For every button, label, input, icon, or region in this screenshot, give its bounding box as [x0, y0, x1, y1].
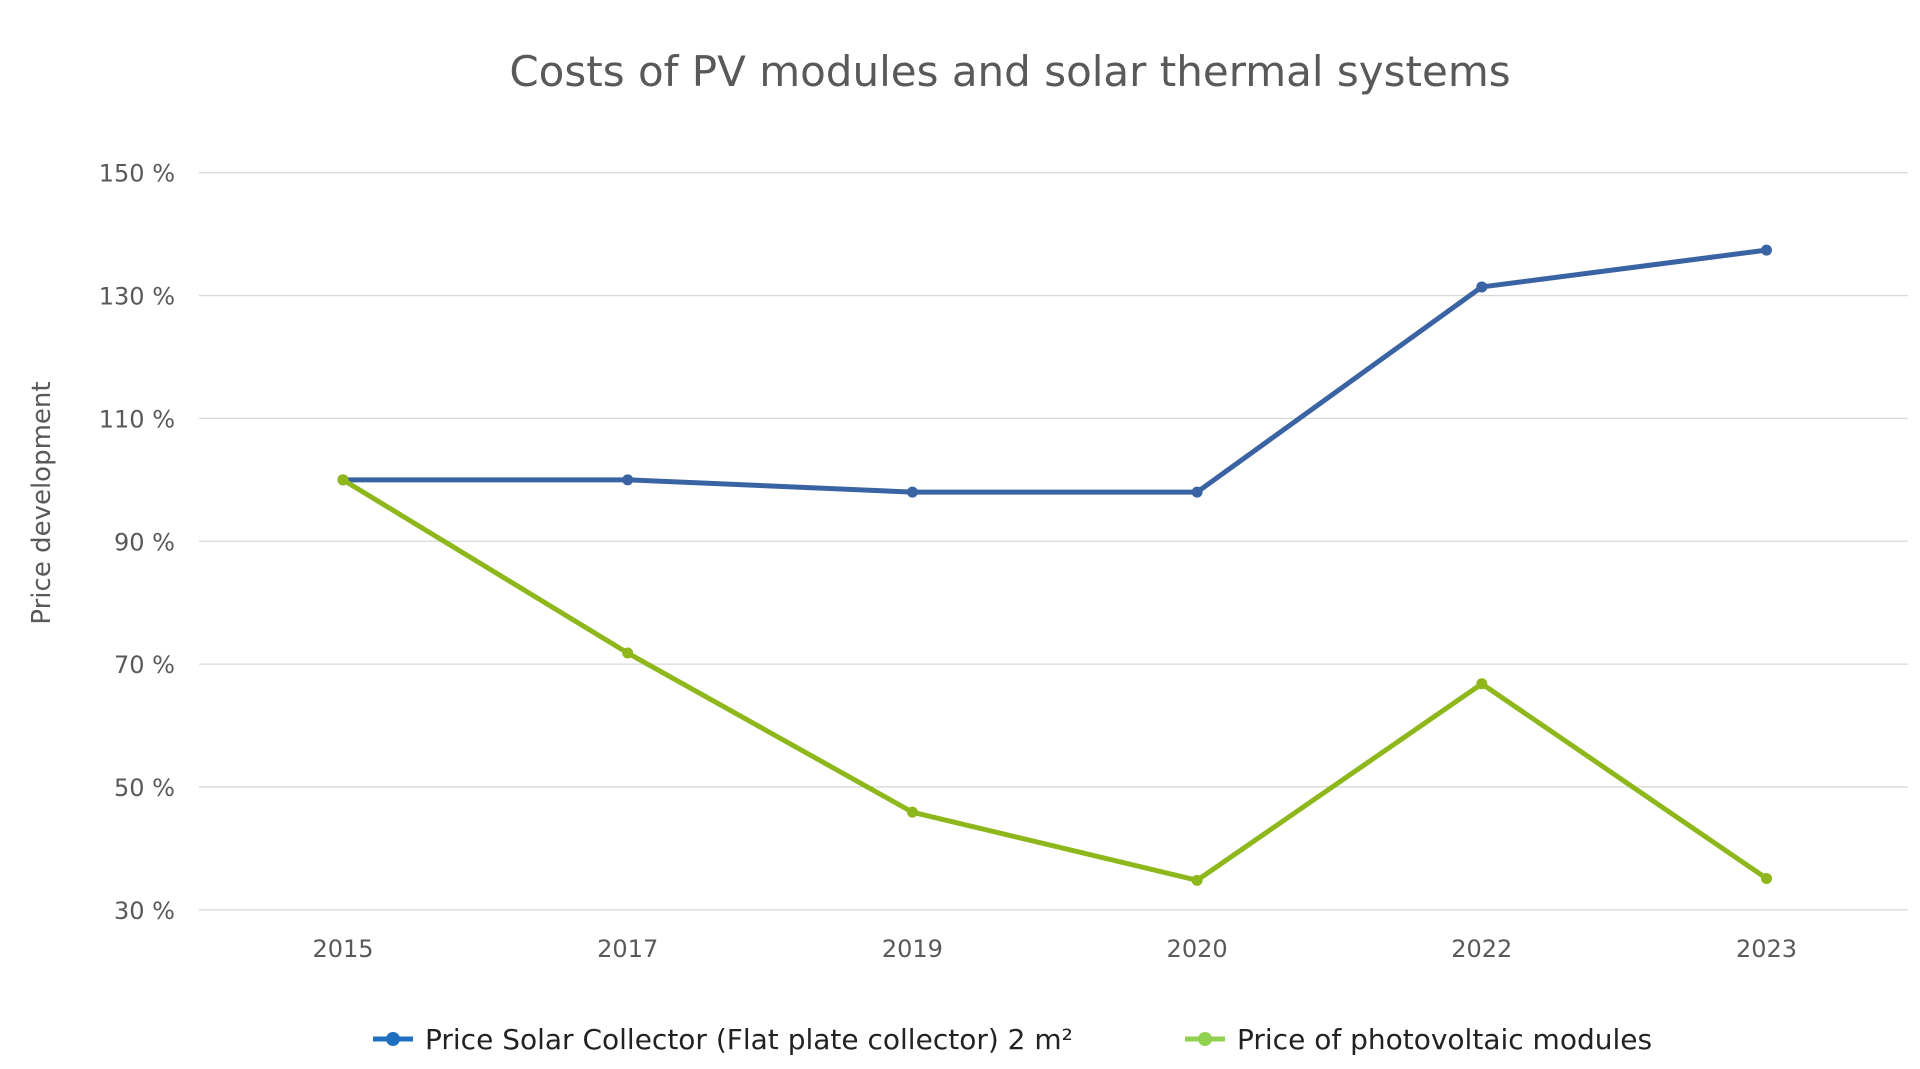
data-point — [1761, 872, 1772, 884]
x-tick-label: 2023 — [1736, 935, 1797, 963]
data-point — [906, 806, 918, 818]
chart-title: Costs of PV modules and solar thermal sy… — [509, 47, 1510, 96]
data-point — [906, 486, 918, 498]
legend: Price Solar Collector (Flat plate collec… — [373, 1023, 1652, 1056]
data-point — [622, 647, 634, 659]
x-tick-label: 2017 — [597, 935, 658, 963]
legend-label: Price Solar Collector (Flat plate collec… — [425, 1023, 1073, 1056]
y-tick-label: 50 % — [114, 774, 175, 802]
legend-item: Price Solar Collector (Flat plate collec… — [373, 1023, 1073, 1056]
gridlines — [199, 172, 1908, 911]
data-point — [1476, 281, 1488, 293]
data-point — [1191, 486, 1203, 498]
y-axis-title: Price development — [27, 381, 57, 624]
series-line — [340, 477, 1769, 883]
legend-marker-icon — [1198, 1032, 1212, 1046]
y-tick-label: 90 % — [114, 528, 175, 556]
x-tick-label: 2015 — [312, 935, 373, 963]
x-tick-label: 2019 — [882, 935, 943, 963]
x-tick-labels: 2015 2017 2019 2020 2022 2023 — [312, 935, 1797, 963]
series-line — [340, 247, 1769, 495]
x-tick-label: 2020 — [1167, 935, 1228, 963]
y-tick-labels: 30 % 50 % 70 % 90 % 110 % 130 % 150 % — [99, 160, 175, 925]
legend-marker-icon — [386, 1032, 400, 1046]
legend-item: Price of photovoltaic modules — [1185, 1023, 1652, 1056]
data-point — [1476, 678, 1488, 690]
series-solar-collector — [337, 244, 1772, 498]
data-point — [337, 474, 349, 486]
y-tick-label: 70 % — [114, 651, 175, 679]
data-point — [1761, 244, 1772, 256]
y-tick-label: 30 % — [114, 897, 175, 925]
y-tick-label: 110 % — [99, 405, 175, 433]
series-layer — [337, 244, 1772, 886]
data-point — [622, 474, 634, 486]
y-tick-label: 150 % — [99, 160, 175, 188]
y-tick-label: 130 % — [99, 283, 175, 311]
series-photovoltaic-modules — [337, 474, 1772, 886]
x-tick-label: 2022 — [1451, 935, 1512, 963]
data-point — [1191, 874, 1203, 886]
legend-label: Price of photovoltaic modules — [1237, 1023, 1652, 1056]
